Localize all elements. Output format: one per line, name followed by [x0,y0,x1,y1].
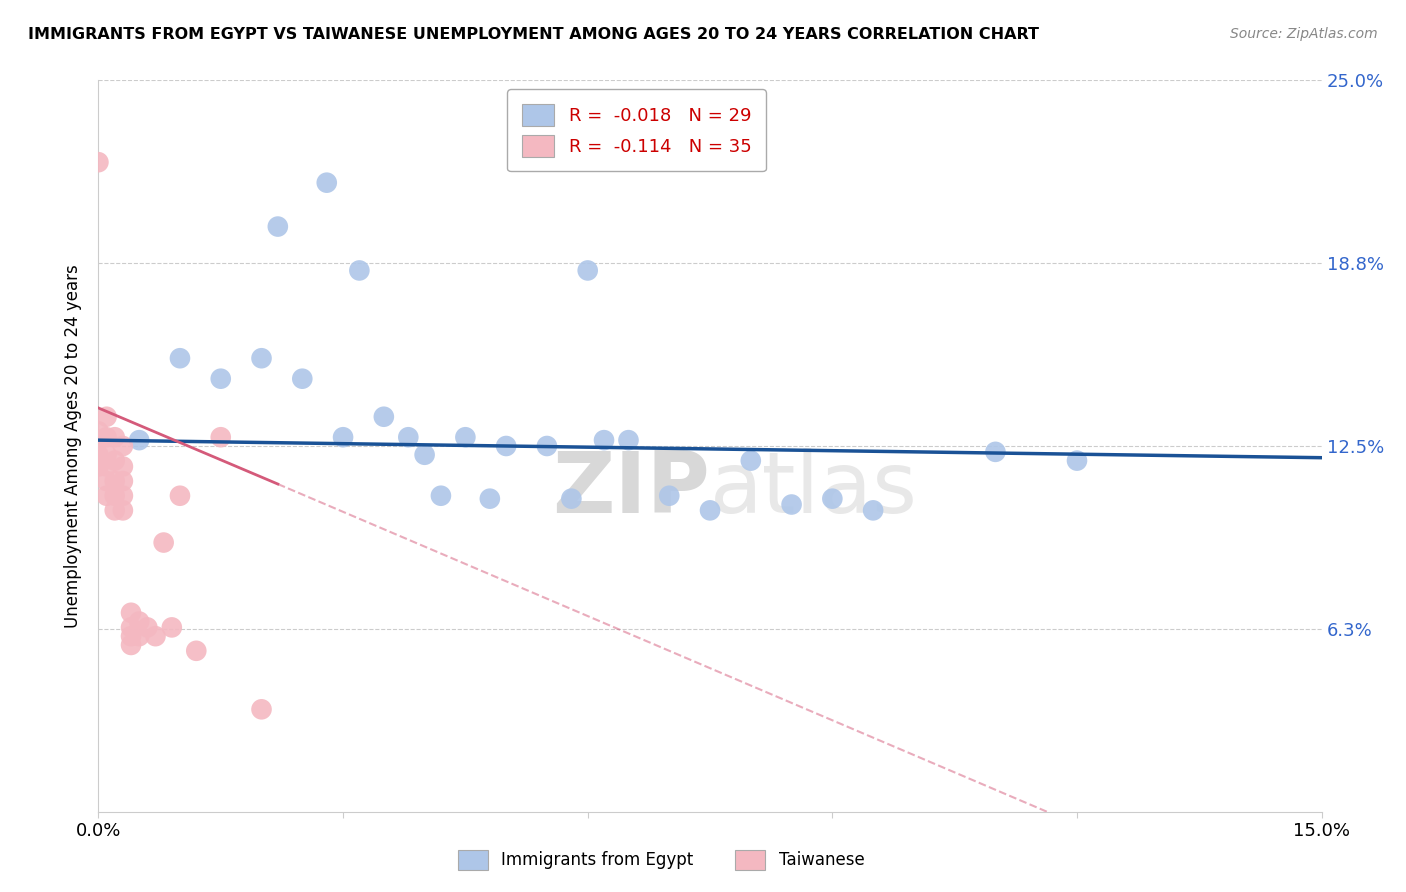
Point [291,372,314,386]
Point [111,439,134,453]
Point [128,615,150,629]
Point [104,430,127,444]
Point [699,503,721,517]
Point [780,498,803,512]
Point [315,176,337,190]
Text: ZIP: ZIP [553,449,710,532]
Point [96,459,118,474]
Point [617,433,640,447]
Point [87,155,110,169]
Point [349,263,371,277]
Point [413,448,436,462]
Point [96,489,118,503]
Y-axis label: Unemployment Among Ages 20 to 24 years: Unemployment Among Ages 20 to 24 years [65,264,83,628]
Point [169,351,191,366]
Point [576,263,599,277]
Point [120,638,142,652]
Point [128,433,150,447]
Point [250,702,273,716]
Point [373,409,395,424]
Point [267,219,290,234]
Point [186,644,208,658]
Point [454,430,477,444]
Point [96,448,118,462]
Point [862,503,884,517]
Point [250,351,273,366]
Point [96,409,118,424]
Point [740,453,762,467]
Point [120,629,142,643]
Point [152,535,174,549]
Point [536,439,558,453]
Text: Source: ZipAtlas.com: Source: ZipAtlas.com [1230,27,1378,41]
Point [495,439,517,453]
Point [104,489,127,503]
Point [104,503,127,517]
Point [478,491,501,506]
Point [658,489,681,503]
Legend: Immigrants from Egypt, Taiwanese: Immigrants from Egypt, Taiwanese [451,843,870,877]
Text: atlas: atlas [710,449,918,532]
Point [87,433,110,447]
Point [120,620,142,634]
Point [96,430,118,444]
Point [128,629,150,643]
Point [120,606,142,620]
Point [332,430,354,444]
Point [160,620,183,634]
Point [593,433,616,447]
Point [209,372,232,386]
Point [87,425,110,439]
Point [169,489,191,503]
Point [104,453,127,467]
Point [984,445,1007,459]
Point [560,491,582,506]
Point [430,489,453,503]
Point [87,459,110,474]
Point [104,474,127,488]
Point [96,474,118,488]
Point [111,503,134,517]
Point [1066,453,1088,467]
Point [111,474,134,488]
Text: IMMIGRANTS FROM EGYPT VS TAIWANESE UNEMPLOYMENT AMONG AGES 20 TO 24 YEARS CORREL: IMMIGRANTS FROM EGYPT VS TAIWANESE UNEMP… [28,27,1039,42]
Point [111,489,134,503]
Point [145,629,167,643]
Point [209,430,232,444]
Point [396,430,419,444]
Point [136,620,159,634]
Point [111,459,134,474]
Point [87,448,110,462]
Point [821,491,844,506]
